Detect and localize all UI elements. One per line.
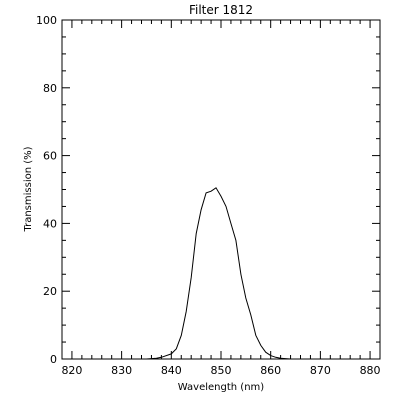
x-tick-label: 860 [260,364,281,377]
y-tick-label: 60 [43,150,57,163]
y-tick-label: 80 [43,82,57,95]
x-tick-label: 820 [61,364,82,377]
x-tick-label: 870 [310,364,331,377]
plot-frame [61,19,381,360]
y-tick-label: 40 [43,217,57,230]
y-tick-label: 20 [43,285,57,298]
x-tick-label: 840 [161,364,182,377]
y-tick-label: 0 [50,353,57,366]
chart-title: Filter 1812 [189,3,253,17]
x-tick-label: 880 [360,364,381,377]
y-axis-title: Transmission (%) [23,146,34,232]
x-tick-label: 830 [111,364,132,377]
x-tick-label: 850 [211,364,232,377]
tick-labels: 820 830 840 850 860 870 880 0 20 40 60 80 100 [36,14,381,377]
x-axis-title: Wavelength (nm) [178,382,264,393]
y-tick-label: 100 [36,14,57,27]
